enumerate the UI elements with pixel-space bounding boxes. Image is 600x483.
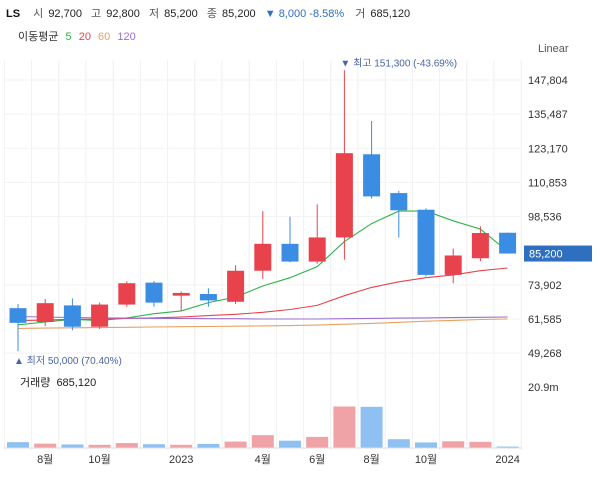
candle bbox=[308, 204, 326, 264]
candle bbox=[254, 211, 272, 280]
candles bbox=[9, 70, 517, 352]
candle bbox=[172, 291, 190, 311]
ma-legend-20: 20 bbox=[79, 31, 91, 43]
volume-bar bbox=[88, 444, 111, 448]
y-tick-label: 98,536 bbox=[528, 212, 562, 224]
x-tick-label: 10월 bbox=[88, 453, 110, 466]
y-tick-label: 147,804 bbox=[528, 75, 568, 87]
y-tick-label: 61,585 bbox=[528, 314, 562, 326]
volume-bar bbox=[197, 443, 220, 448]
candle-body bbox=[417, 209, 435, 275]
x-tick-label: 6월 bbox=[309, 453, 325, 466]
candle-body bbox=[172, 292, 190, 296]
candle bbox=[118, 281, 136, 307]
ma-legend-120: 120 bbox=[117, 31, 135, 43]
candle-body bbox=[471, 233, 489, 259]
ma-legend-5: 5 bbox=[66, 31, 72, 43]
x-tick-label: 8월 bbox=[37, 453, 53, 466]
volume-bar bbox=[251, 435, 274, 448]
y-tick-label: 73,902 bbox=[528, 280, 562, 292]
change-value: ▼ 8,000 -8.58% bbox=[265, 8, 345, 20]
high-annotation: ▼ 최고 151,300 (-43.69%) bbox=[340, 57, 457, 69]
volume-bar bbox=[224, 441, 247, 448]
ma-legend-60: 60 bbox=[98, 31, 110, 43]
candle-body bbox=[308, 237, 326, 262]
candle bbox=[335, 70, 353, 260]
x-tick-label: 2024 bbox=[495, 454, 519, 466]
annotations: ▼ 최고 151,300 (-43.69%) ▲ 최저 50,000 (70.40… bbox=[14, 57, 592, 367]
candle bbox=[281, 216, 299, 263]
candle-body bbox=[363, 154, 381, 197]
volume-bar bbox=[61, 444, 84, 448]
candle bbox=[36, 299, 54, 327]
candle bbox=[227, 265, 245, 304]
volume-bars: 20.9m bbox=[4, 382, 559, 449]
x-tick-label: 10월 bbox=[415, 453, 437, 466]
volume-title: 거래량 685,120 bbox=[20, 376, 96, 389]
candle bbox=[444, 248, 462, 284]
x-tick-label: 2023 bbox=[169, 454, 193, 466]
x-tick-label: 8월 bbox=[363, 453, 379, 466]
candle bbox=[199, 288, 217, 307]
volume-bar bbox=[34, 443, 57, 448]
candle-body bbox=[118, 283, 136, 305]
volume-bar bbox=[387, 439, 410, 448]
candle-body bbox=[227, 270, 245, 302]
last-price-label: 85,200 bbox=[529, 249, 563, 261]
candle bbox=[9, 304, 27, 352]
x-tick-label: 4월 bbox=[255, 453, 271, 466]
candle bbox=[91, 302, 109, 329]
candle bbox=[390, 190, 408, 238]
candle-body bbox=[444, 255, 462, 275]
volume-bar bbox=[115, 443, 138, 448]
candle bbox=[363, 121, 381, 199]
volume-bar bbox=[469, 441, 492, 448]
y-tick-label: 110,853 bbox=[528, 177, 567, 189]
volume-bar bbox=[170, 444, 193, 448]
candle-body bbox=[199, 294, 217, 301]
price-axis: 147,804 135,487 123,170 110,853 98,536 73,902… bbox=[528, 75, 568, 360]
y-tick-label: 123,170 bbox=[528, 143, 568, 155]
volume-bar bbox=[442, 441, 465, 448]
candle-body bbox=[9, 308, 27, 323]
volume-bar bbox=[279, 440, 301, 448]
candle-body bbox=[91, 304, 109, 327]
candle-body bbox=[145, 282, 163, 303]
volume-bar bbox=[415, 442, 437, 448]
header-quote: LS 시 92,700 고 92,800 저 85,200 종 85,200 ▼… bbox=[6, 7, 410, 20]
low-annotation: ▲ 최저 50,000 (70.40%) bbox=[14, 355, 122, 367]
symbol: LS bbox=[6, 8, 20, 20]
candle bbox=[63, 298, 81, 331]
candle-body bbox=[36, 303, 54, 323]
y-tick-label: 135,487 bbox=[528, 109, 568, 121]
candle-body bbox=[390, 193, 408, 211]
candle-body bbox=[335, 153, 353, 238]
volume-bar bbox=[360, 406, 383, 448]
volume-bar bbox=[143, 444, 165, 448]
volume-y-tick: 20.9m bbox=[528, 382, 559, 394]
candle-body bbox=[63, 305, 81, 327]
volume-bar bbox=[333, 406, 356, 448]
y-tick-label: 49,268 bbox=[528, 348, 562, 360]
candle bbox=[499, 232, 517, 254]
ma-legend[interactable]: 이동평균 5 20 60 120 bbox=[18, 30, 136, 43]
time-axis: 8월 10월 2023 4월 6월 8월 10월 2024 bbox=[37, 453, 520, 466]
candle bbox=[145, 280, 163, 307]
volume-bar bbox=[306, 436, 329, 448]
scale-mode[interactable]: Linear bbox=[538, 43, 569, 55]
candle-body bbox=[499, 232, 517, 254]
candle-body bbox=[281, 243, 299, 262]
candle-body bbox=[254, 243, 272, 271]
candle bbox=[417, 208, 435, 277]
volume-bar bbox=[7, 442, 29, 448]
last-price-tag bbox=[524, 245, 592, 262]
volume-bar bbox=[496, 446, 519, 448]
candle bbox=[471, 226, 489, 262]
